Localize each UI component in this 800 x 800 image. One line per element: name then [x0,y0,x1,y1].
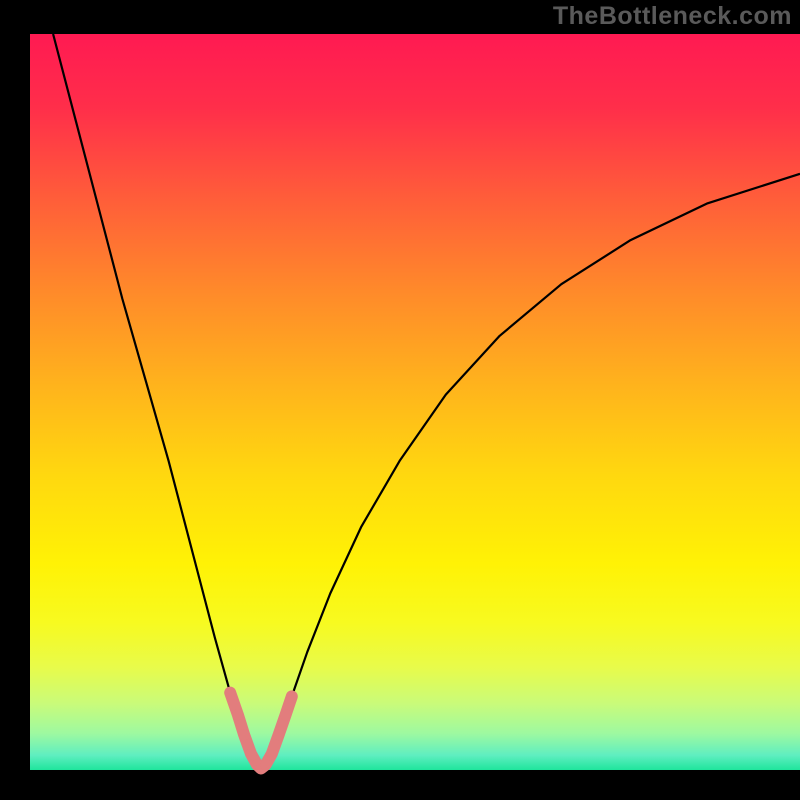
watermark-text: TheBottleneck.com [553,2,792,31]
plot-gradient-background [30,34,800,770]
chart-root: { "canvas": { "width": 800, "height": 80… [0,0,800,800]
